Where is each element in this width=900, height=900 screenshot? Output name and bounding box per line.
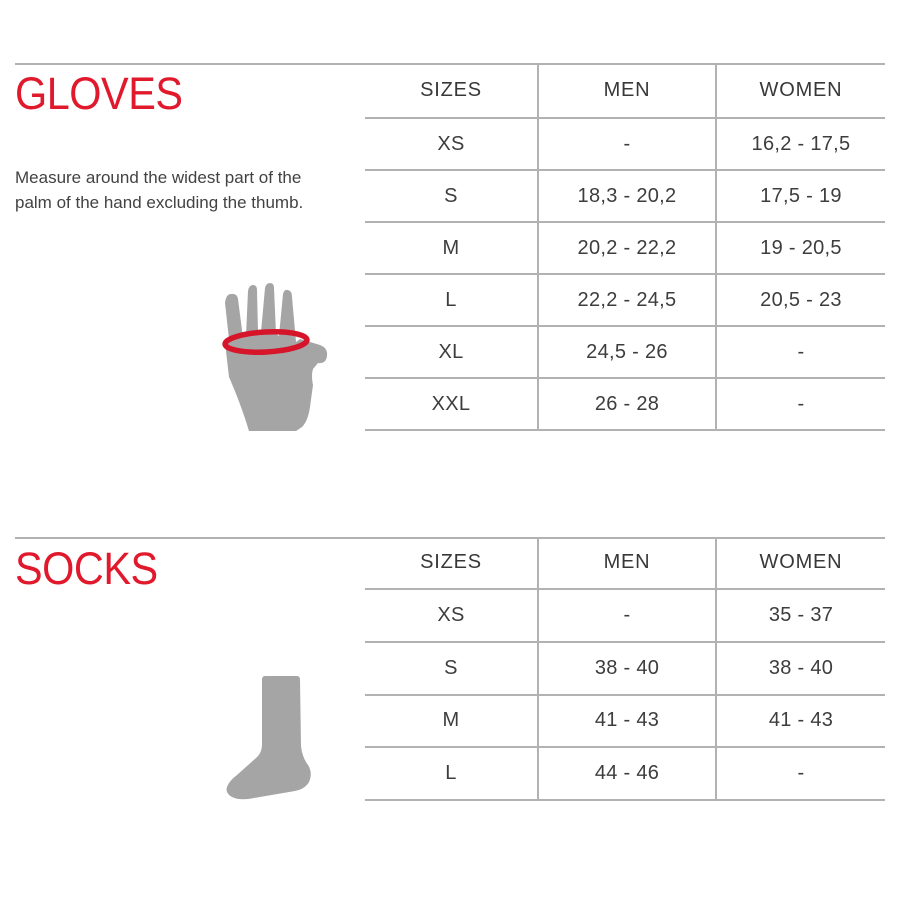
socks-col-header-women: WOMEN	[715, 537, 885, 590]
socks-men-value: 41 - 43	[537, 695, 715, 749]
gloves-col-header-sizes: SIZES	[365, 63, 537, 119]
gloves-men-value: 22,2 - 24,5	[537, 275, 715, 327]
socks-men-value: 44 - 46	[537, 748, 715, 802]
hand-silhouette	[225, 283, 328, 431]
gloves-women-value: -	[715, 327, 885, 379]
gloves-size-label: XL	[365, 327, 537, 379]
measurement-ring-icon	[222, 329, 310, 355]
gloves-women-value: 20,5 - 23	[715, 275, 885, 327]
sock-silhouette	[226, 676, 311, 800]
socks-size-label: S	[365, 643, 537, 696]
gloves-men-value: 18,3 - 20,2	[537, 171, 715, 223]
gloves-col-header-women: WOMEN	[715, 63, 885, 119]
gloves-size-table: SIZES MEN WOMEN XS - 16,2 - 17,5 S 18,3 …	[365, 63, 885, 431]
socks-size-label: M	[365, 696, 537, 749]
gloves-size-label: S	[365, 171, 537, 223]
gloves-size-label: L	[365, 275, 537, 327]
gloves-size-label: XS	[365, 119, 537, 171]
gloves-men-value: -	[537, 119, 715, 171]
gloves-men-value: 26 - 28	[537, 379, 715, 431]
socks-men-value: 38 - 40	[537, 642, 715, 696]
sock-silhouette-illustration	[226, 676, 311, 800]
socks-women-value: 38 - 40	[715, 642, 885, 696]
gloves-women-value: 19 - 20,5	[715, 223, 885, 275]
socks-size-label: L	[365, 748, 537, 802]
gloves-size-label: XXL	[365, 379, 537, 431]
gloves-men-value: 24,5 - 26	[537, 327, 715, 379]
socks-col-header-men: MEN	[537, 537, 715, 590]
socks-size-table: SIZES MEN WOMEN XS - 35 - 37 S 38 - 40 3…	[365, 537, 885, 802]
gloves-women-value: 17,5 - 19	[715, 171, 885, 223]
gloves-women-value: 16,2 - 17,5	[715, 119, 885, 171]
socks-women-value: -	[715, 748, 885, 802]
hand-silhouette-illustration	[222, 283, 328, 431]
gloves-col-header-men: MEN	[537, 63, 715, 119]
socks-women-value: 41 - 43	[715, 695, 885, 749]
gloves-section-title: GLOVES	[15, 68, 183, 119]
socks-men-value: -	[537, 590, 715, 643]
socks-col-header-sizes: SIZES	[365, 537, 537, 590]
gloves-size-label: M	[365, 223, 537, 275]
socks-section-divider	[15, 537, 885, 539]
socks-section-title: SOCKS	[15, 543, 158, 594]
gloves-men-value: 20,2 - 22,2	[537, 223, 715, 275]
socks-women-value: 35 - 37	[715, 590, 885, 643]
gloves-section-divider	[15, 63, 885, 65]
gloves-measure-instructions: Measure around the widest part of the pa…	[15, 168, 304, 212]
socks-size-label: XS	[365, 590, 537, 643]
gloves-women-value: -	[715, 379, 885, 431]
